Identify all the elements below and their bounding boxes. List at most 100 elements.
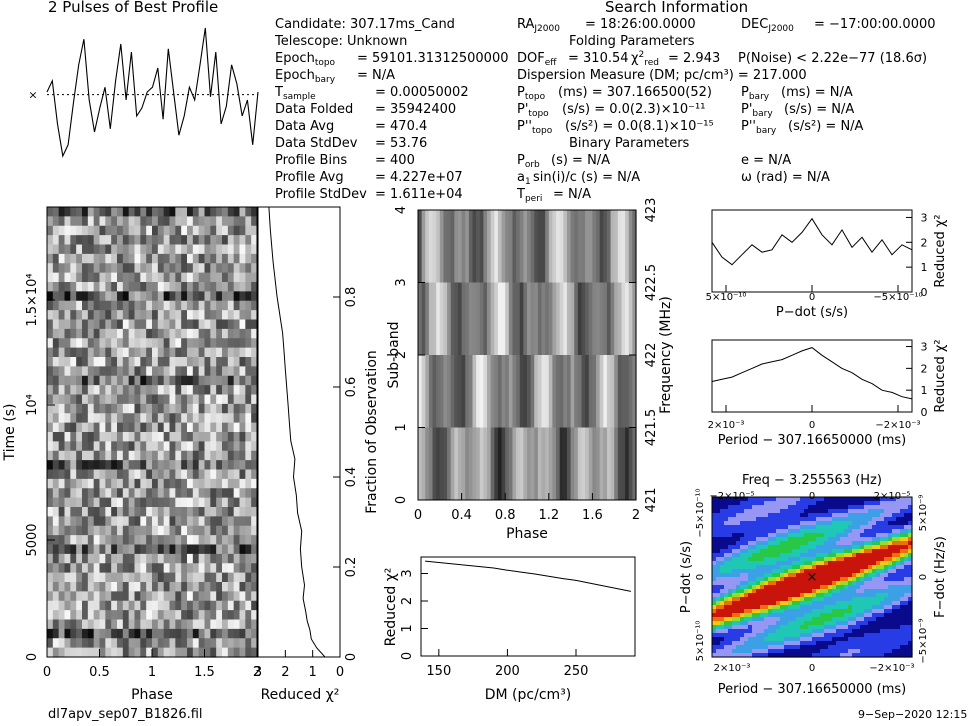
heatmap-cell — [892, 621, 897, 626]
heatmap-cell — [483, 210, 488, 283]
heatmap-cell — [163, 553, 171, 564]
tperi-value: = N/A — [553, 187, 592, 202]
heatmap-cell — [175, 544, 182, 555]
heatmap-cell — [111, 263, 118, 274]
heatmap-cell — [744, 537, 749, 542]
heatmap-cell — [93, 628, 101, 639]
heatmap-cell — [908, 537, 913, 542]
heatmap-cell — [876, 629, 881, 634]
heatmap-cell — [752, 569, 757, 574]
heatmap-cell — [788, 573, 793, 578]
heatmap-cell — [864, 561, 869, 566]
heatmap-cell — [210, 319, 217, 330]
heatmap-cell — [628, 355, 633, 428]
heatmap-cell — [728, 569, 733, 574]
heatmap-cell — [900, 649, 905, 654]
heatmap-cell — [222, 507, 229, 517]
heatmap-cell — [192, 338, 200, 349]
heatmap-cell — [740, 529, 745, 534]
heatmap-cell — [764, 593, 769, 598]
heatmap-cell — [828, 617, 833, 622]
heatmap-cell — [752, 497, 757, 502]
heatmap-cell — [884, 569, 889, 574]
heatmap-cell — [146, 319, 153, 330]
heatmap-cell — [732, 601, 737, 606]
heatmap-cell — [904, 545, 909, 550]
heatmap-cell — [832, 569, 837, 574]
period-pdot-rtick-label: 5×10⁻⁹ — [918, 495, 929, 532]
heatmap-cell — [768, 637, 773, 642]
heatmap-cell — [596, 282, 601, 355]
heatmap-cell — [752, 541, 757, 546]
heatmap-cell — [251, 460, 258, 471]
heatmap-cell — [800, 569, 805, 574]
heatmap-cell — [840, 613, 845, 618]
heatmap-cell — [772, 621, 777, 626]
heatmap-cell — [856, 577, 861, 582]
heatmap-cell — [105, 638, 112, 649]
heatmap-cell — [856, 513, 861, 518]
heatmap-cell — [134, 497, 141, 508]
heatmap-cell — [465, 210, 470, 283]
heatmap-cell — [47, 525, 54, 536]
heatmap-cell — [58, 347, 66, 358]
heatmap-cell — [772, 565, 777, 570]
heatmap-cell — [868, 601, 873, 606]
heatmap-cell — [93, 357, 101, 367]
heatmap-cell — [848, 585, 853, 590]
heatmap-cell — [227, 413, 235, 424]
heatmap-cell — [716, 521, 721, 526]
heatmap-cell — [820, 541, 825, 546]
heatmap-cell — [780, 533, 785, 538]
heatmap-cell — [728, 581, 733, 586]
heatmap-cell — [884, 597, 889, 602]
heatmap-cell — [233, 422, 241, 433]
heatmap-cell — [439, 210, 445, 283]
heatmap-cell — [239, 441, 246, 452]
heatmap-cell — [99, 638, 106, 649]
heatmap-cell — [450, 427, 455, 500]
heatmap-cell — [788, 637, 793, 642]
heatmap-cell — [768, 597, 773, 602]
heatmap-cell — [198, 600, 206, 611]
heatmap-cell — [192, 357, 200, 367]
profile-title: 2 Pulses of Best Profile — [48, 0, 219, 16]
heatmap-cell — [780, 557, 785, 562]
heatmap-cell — [756, 553, 761, 558]
heatmap-cell — [848, 589, 853, 594]
subband-rtick-label: 421 — [644, 488, 659, 513]
heatmap-cell — [105, 310, 112, 321]
heatmap-cell — [421, 355, 426, 428]
heatmap-cell — [888, 565, 893, 570]
heatmap-cell — [740, 605, 745, 610]
heatmap-cell — [606, 210, 612, 283]
heatmap-cell — [216, 469, 223, 480]
heatmap-cell — [760, 645, 765, 650]
heatmap-cell — [732, 585, 737, 590]
heatmap-cell — [52, 591, 60, 602]
pdot-chi2-ytick-label: 1 — [921, 261, 928, 274]
heatmap-cell — [740, 509, 745, 514]
heatmap-cell — [784, 581, 789, 586]
heatmap-cell — [724, 585, 729, 590]
heatmap-cell — [105, 207, 112, 217]
heatmap-cell — [93, 263, 101, 274]
heatmap-cell — [140, 488, 147, 499]
heatmap-cell — [872, 521, 877, 526]
heatmap-cell — [47, 413, 54, 424]
heatmap-cell — [82, 450, 89, 461]
heatmap-cell — [175, 225, 182, 236]
heatmap-cell — [896, 537, 901, 542]
heatmap-cell — [756, 521, 761, 526]
heatmap-cell — [748, 549, 753, 554]
heatmap-cell — [187, 338, 194, 349]
heatmap-cell — [512, 355, 517, 428]
heatmap-cell — [776, 601, 781, 606]
heatmap-cell — [58, 441, 66, 452]
heatmap-cell — [896, 601, 901, 606]
heatmap-cell — [581, 427, 586, 500]
heatmap-cell — [808, 609, 813, 614]
heatmap-cell — [187, 497, 194, 508]
heatmap-cell — [128, 282, 136, 292]
heatmap-cell — [748, 621, 753, 626]
